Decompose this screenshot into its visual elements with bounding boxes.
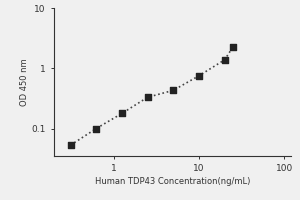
Point: [171, 89, 176, 92]
Point: [196, 74, 201, 77]
Y-axis label: OD 450 nm: OD 450 nm: [20, 58, 28, 106]
Point: [94, 127, 99, 130]
Point: [145, 96, 150, 99]
X-axis label: Human TDP43 Concentration(ng/mL): Human TDP43 Concentration(ng/mL): [95, 178, 250, 187]
Point: [222, 58, 227, 61]
Point: [230, 45, 235, 49]
Point: [68, 144, 73, 147]
Point: [119, 112, 124, 115]
